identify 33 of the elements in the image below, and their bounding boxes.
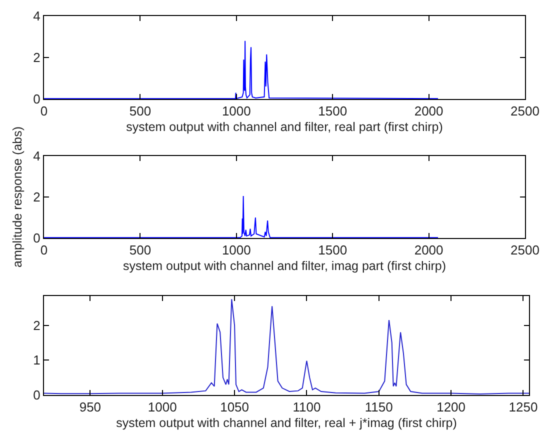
y-tick-label: 1 [33,352,40,368]
y-tick-label: 0 [33,388,40,403]
line-series [44,40,439,99]
x-tick-label: 2500 [510,242,540,258]
x-tick-label: 2000 [414,104,444,119]
x-tick-label: 1500 [318,104,348,119]
x-tick-label: 500 [129,104,152,119]
x-tick-label: 950 [79,400,102,415]
x-tick-label: 1050 [220,400,249,415]
x-tick-label: 1100 [292,400,321,415]
line-series [44,298,529,394]
x-tick-label: 1000 [222,104,251,119]
x-axis-title: system output with channel and filter, real + j*imag (first chirp) [116,416,457,430]
y-tick-label: 2 [33,50,40,66]
x-tick-label: 500 [129,242,152,258]
y-tick-label: 2 [33,318,40,333]
x-tick-label: 1500 [318,242,348,258]
x-tick-label: 2000 [414,242,444,258]
x-tick-label: 1000 [148,400,177,415]
x-axis-title: system output with channel and filter, real part (first chirp) [126,120,443,134]
y-tick-label: 2 [33,190,40,205]
x-tick-label: 1150 [364,400,393,415]
x-tick-label: 1250 [508,400,538,415]
x-tick-label: 1200 [436,400,466,415]
y-tick-label: 0 [33,92,40,107]
x-tick-label: 1000 [222,242,251,258]
y-tick-label: 4 [33,8,40,24]
y-axis-title: amplitude response (abs) [10,126,24,268]
y-tick-label: 0 [33,230,40,246]
y-tick-label: 4 [33,148,40,164]
x-tick-label: 2500 [510,104,540,119]
x-axis-title: system output with channel and filter, imag part (first chirp) [122,258,446,273]
line-series [44,195,439,238]
